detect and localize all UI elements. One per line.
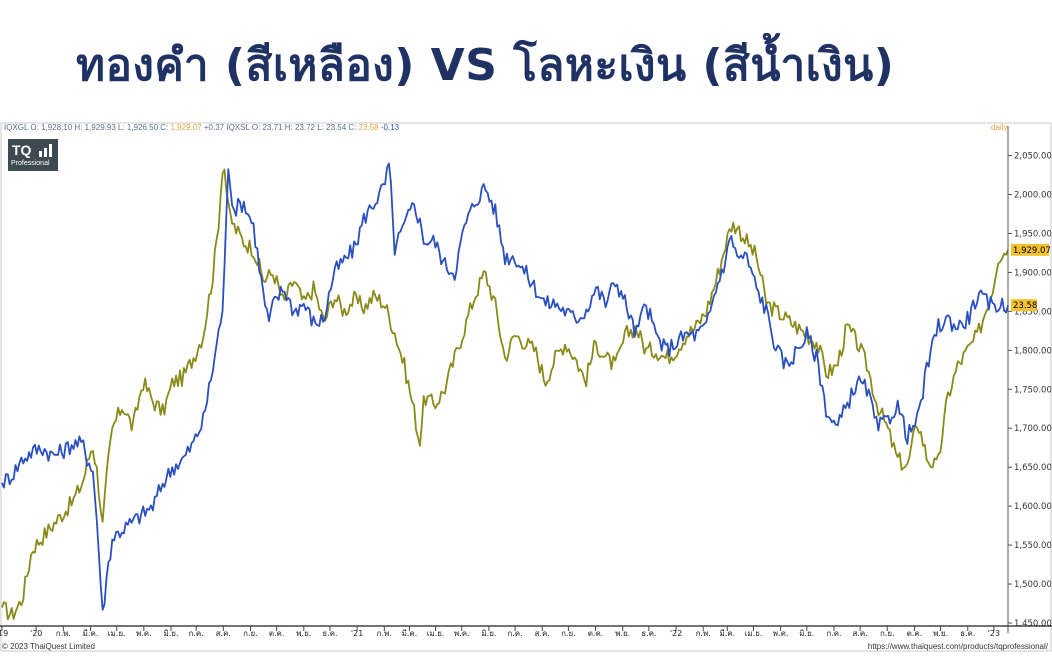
silver-change: -0.13 xyxy=(380,123,400,132)
x-tick-label: ก.ย. xyxy=(880,629,895,638)
bar-chart-icon xyxy=(39,144,52,157)
x-tick-label: มิ.ย. xyxy=(481,629,496,638)
chart-legend: IQXGL O: 1,928.10 H: 1,929.93 L: 1,926.5… xyxy=(4,123,399,132)
interval-label[interactable]: daily xyxy=(991,123,1008,132)
x-tick-label: ก.ค. xyxy=(826,629,841,638)
x-tick-label: '22 xyxy=(670,629,682,638)
x-tick-label: '20 xyxy=(30,629,42,638)
y-tick-label: 1,450.00 xyxy=(1014,619,1052,629)
y-tick-label: 1,650.00 xyxy=(1014,463,1052,473)
y-tick-label: 2,050.00 xyxy=(1014,152,1052,162)
x-tick-label: พ.ย. xyxy=(296,629,311,638)
gold-quote-prefix: IQXGL O: 1,928.10 H: 1,929.93 L: 1,926.5… xyxy=(4,123,169,132)
x-tick-label: พ.ย. xyxy=(615,629,630,638)
x-tick-label: พ.ค. xyxy=(773,629,789,638)
x-tick-label: '23 xyxy=(988,629,1000,638)
x-tick-label: เม.ย. xyxy=(427,629,445,638)
source-url[interactable]: https://www.thaiquest.com/products/tqpro… xyxy=(867,642,1048,651)
x-tick-label: พ.ค. xyxy=(454,629,470,638)
chart-frame: 2,050.00 2,000.00 1,950.00 1,900.00 1,850.00… xyxy=(0,122,1052,653)
x-tick-label: ธ.ค. xyxy=(960,629,975,638)
gold-last-badge xyxy=(1011,243,1049,256)
price-chart[interactable]: 2,050.00 2,000.00 1,950.00 1,900.00 1,850.00… xyxy=(0,122,1052,653)
x-tick-label: พ.ค. xyxy=(136,629,152,638)
x-tick-label: มิ.ย. xyxy=(799,629,814,638)
x-tick-label: ส.ค. xyxy=(216,629,231,638)
x-tick-label: มี.ค. xyxy=(719,629,735,638)
page-title: ทองคำ (สีเหลือง) VS โลหะเงิน (สีน้ำเงิน) xyxy=(76,40,895,91)
gold-close: 1,929.07 xyxy=(170,123,202,132)
y-tick-label: 1,500.00 xyxy=(1014,580,1052,590)
gold-change: +0.37 xyxy=(203,123,225,132)
x-tick-label: ก.ย. xyxy=(243,629,258,638)
copyright-text: © 2023 ThaiQuest Limited xyxy=(2,642,95,651)
y-tick-label: 1,550.00 xyxy=(1014,541,1052,551)
x-tick-label: มิ.ย. xyxy=(163,629,178,638)
x-tick-label: พ.ย. xyxy=(933,629,948,638)
gold-last-label: 1,929.07 xyxy=(1013,246,1051,256)
x-tick-label: ก.ย. xyxy=(561,629,576,638)
y-tick-label: 1,800.00 xyxy=(1014,346,1052,356)
x-tick-label: ก.พ. xyxy=(56,629,71,638)
x-tick-label: มี.ค. xyxy=(402,629,418,638)
x-tick-label: ก.พ. xyxy=(377,629,392,638)
x-tick-label: เม.ย. xyxy=(745,629,763,638)
y-tick-label: 1,600.00 xyxy=(1014,502,1052,512)
silver-last-badge xyxy=(1011,299,1037,312)
x-tick-label: ต.ค. xyxy=(907,629,923,638)
silver-last-label: 23.58 xyxy=(1013,301,1037,311)
tq-logo: TQ Professional xyxy=(8,139,58,171)
x-tick-label: ก.ค. xyxy=(507,629,522,638)
x-tick-label: ส.ค. xyxy=(535,629,550,638)
y-tick-label: 1,850.00 xyxy=(1014,307,1052,317)
x-tick-label: ก.ค. xyxy=(189,629,204,638)
logo-subtext: Professional xyxy=(11,160,50,167)
x-tick-label: '19 xyxy=(0,629,8,638)
logo-text: TQ xyxy=(12,142,32,158)
y-tick-label: 1,950.00 xyxy=(1014,229,1052,239)
x-tick-label: มี.ค. xyxy=(83,629,99,638)
x-tick-label: เม.ย. xyxy=(108,629,126,638)
y-tick-label: 2,000.00 xyxy=(1014,191,1052,201)
x-tick-label: ส.ค. xyxy=(852,629,867,638)
x-tick-label: ต.ค. xyxy=(269,629,285,638)
x-tick-label: ธ.ค. xyxy=(322,629,337,638)
x-tick-label: ก.พ. xyxy=(696,629,711,638)
y-tick-label: 1,700.00 xyxy=(1014,424,1052,434)
y-tick-label: 1,900.00 xyxy=(1014,268,1052,278)
series-line-iqxgl xyxy=(1,168,1009,621)
silver-quote-prefix: IQXSL O: 23.71 H: 23.72 L: 23.54 C: xyxy=(226,123,357,132)
silver-close: 23.58 xyxy=(358,123,379,132)
x-tick-label: ธ.ค. xyxy=(641,629,656,638)
y-tick-label: 1,750.00 xyxy=(1014,385,1052,395)
chart-border xyxy=(0,122,1052,652)
x-tick-label: '21 xyxy=(351,629,363,638)
x-tick-label: ต.ค. xyxy=(588,629,604,638)
series-line-iqxsl xyxy=(1,162,1009,611)
